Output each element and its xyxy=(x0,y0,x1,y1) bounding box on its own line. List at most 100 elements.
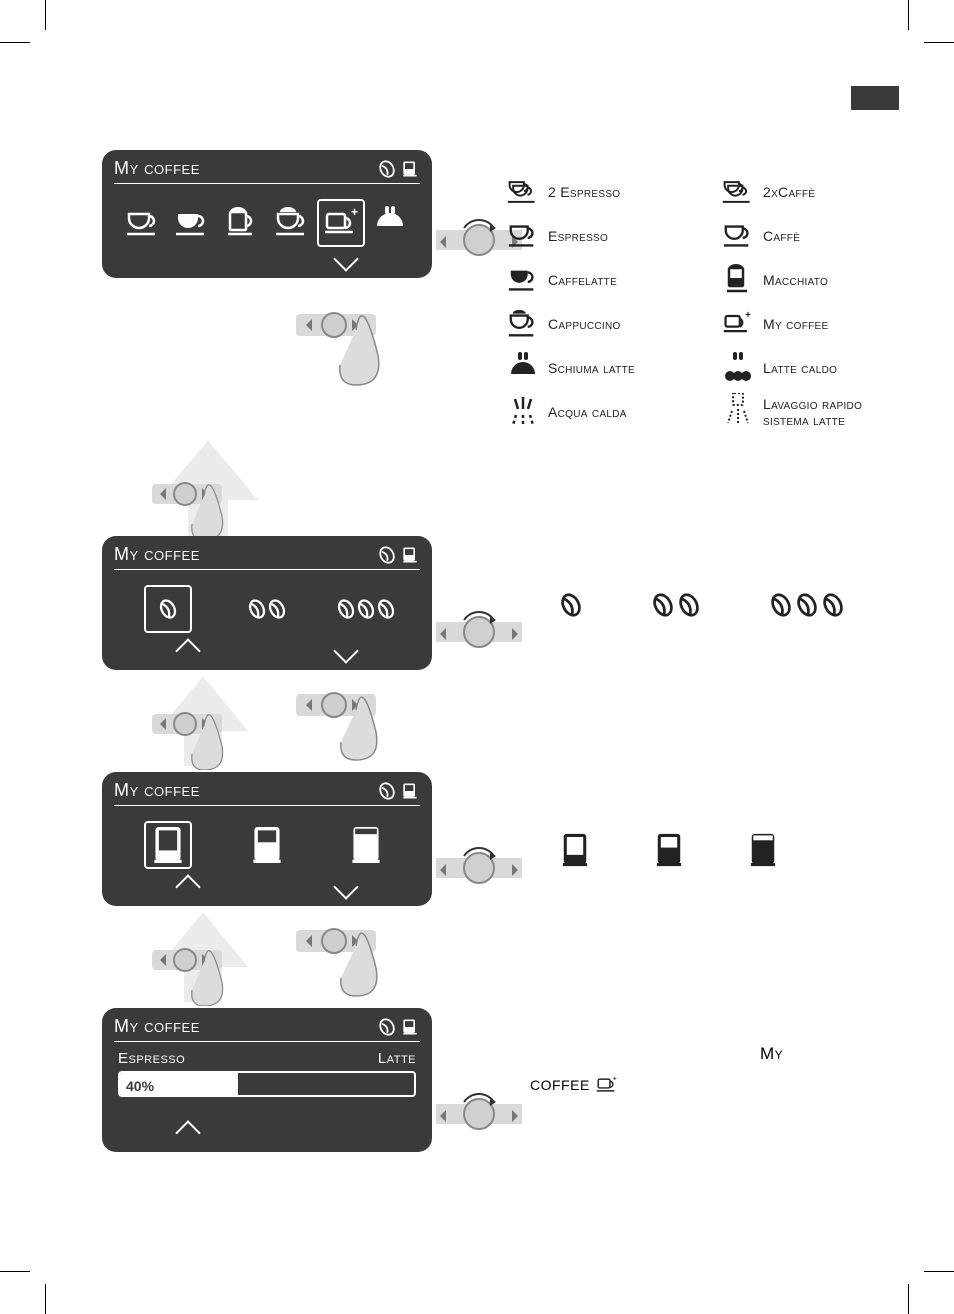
foam-steam-icon xyxy=(506,351,540,385)
bean-group xyxy=(652,592,700,618)
hot-water-icon xyxy=(506,395,540,429)
legend-row: 2xCaffè xyxy=(721,170,906,214)
title-text: My coffee xyxy=(114,780,200,801)
legend-row: Acqua calda xyxy=(506,390,691,434)
svg-text:+: + xyxy=(613,1076,617,1083)
press-knob-icon xyxy=(296,690,396,771)
strength-legend xyxy=(560,592,844,618)
cup-mid-icon xyxy=(654,833,684,867)
legend-label: 2 Espresso xyxy=(548,184,620,200)
knob-turn-icon xyxy=(436,610,516,650)
title-text: My coffee xyxy=(114,544,200,565)
title-text: My coffee xyxy=(114,158,200,179)
mycoffee-small-icon: + xyxy=(596,1076,618,1094)
opt-mycoffee[interactable]: + xyxy=(317,199,365,247)
chevron-up-icon[interactable] xyxy=(175,638,200,663)
legend-label: Latte caldo xyxy=(763,360,837,376)
coffee-text: coffee + xyxy=(530,1076,618,1094)
bean-icon xyxy=(378,160,396,178)
panel-fill: My coffee xyxy=(102,772,432,906)
bean-icon xyxy=(378,546,396,564)
panel-strength: My coffee xyxy=(102,536,432,670)
legend-label: Lavaggio rapido sistema latte xyxy=(763,396,906,428)
legend-row: 2 Espresso xyxy=(506,170,691,214)
fill-low[interactable] xyxy=(144,821,192,869)
cup-high-icon xyxy=(748,833,778,867)
svg-text:+: + xyxy=(351,208,358,219)
legend-label: Cappuccino xyxy=(548,316,621,332)
legend-row: Espresso xyxy=(506,214,691,258)
drink-legend: 2 Espresso Espresso Caffelatte Cappuccino Sc… xyxy=(506,170,906,434)
opt-foam[interactable] xyxy=(367,199,415,247)
chevron-up-icon[interactable] xyxy=(175,1120,200,1145)
cup-header-icon xyxy=(400,781,420,801)
legend-label: Macchiato xyxy=(763,272,828,288)
rinse-icon xyxy=(721,395,755,429)
fill-high[interactable] xyxy=(342,821,390,869)
legend-row: Lavaggio rapido sistema latte xyxy=(721,390,906,434)
chevron-down-icon[interactable] xyxy=(333,246,358,271)
legend-row: Caffelatte xyxy=(506,258,691,302)
strength-3[interactable] xyxy=(342,585,390,633)
press-knob-icon xyxy=(296,310,396,395)
cup-macchiato-icon xyxy=(721,263,755,297)
ratio-bar[interactable]: 40% xyxy=(114,1071,420,1103)
legend-row: Schiuma latte xyxy=(506,346,691,390)
legend-label: Espresso xyxy=(548,228,608,244)
hot-milk-icon xyxy=(721,351,755,385)
chevron-down-icon[interactable] xyxy=(333,874,358,899)
press-knob-small-icon xyxy=(152,946,242,1011)
legend-row: Latte caldo xyxy=(721,346,906,390)
knob-turn-icon xyxy=(436,218,516,258)
panel-ratio: My coffee Espresso Latte 40% xyxy=(102,1008,432,1152)
strength-options xyxy=(114,570,420,634)
bean-group xyxy=(770,592,844,618)
panel-drink-select: My coffee + xyxy=(102,150,432,278)
opt-cappuccino[interactable] xyxy=(268,199,316,247)
cup-plus-icon: + xyxy=(721,307,755,341)
chevron-up-icon[interactable] xyxy=(175,874,200,899)
opt-macchiato[interactable] xyxy=(218,199,266,247)
legend-row: Cappuccino xyxy=(506,302,691,346)
opt-caffelatte[interactable] xyxy=(168,199,216,247)
legend-label: Caffelatte xyxy=(548,272,617,288)
panel-title: My coffee xyxy=(114,158,420,184)
cup-low-icon xyxy=(560,833,590,867)
my-text: My xyxy=(760,1044,783,1064)
cup-header-icon xyxy=(400,159,420,179)
legend-row: Macchiato xyxy=(721,258,906,302)
panel-title: My coffee xyxy=(114,544,420,570)
strength-2[interactable] xyxy=(243,585,291,633)
cup-header-icon xyxy=(400,1017,420,1037)
legend-label: Schiuma latte xyxy=(548,360,635,376)
press-knob-icon xyxy=(296,926,396,1007)
legend-row: Caffè xyxy=(721,214,906,258)
svg-text:+: + xyxy=(745,310,751,321)
drink-options: + xyxy=(114,184,420,248)
legend-label: 2xCaffè xyxy=(763,184,815,200)
cup-icon xyxy=(506,219,540,253)
ratio-left-label: Espresso xyxy=(118,1050,185,1067)
cup-latte-icon xyxy=(506,263,540,297)
title-text: My coffee xyxy=(114,1016,200,1037)
press-knob-small-icon xyxy=(152,710,242,775)
cup-double-icon xyxy=(506,175,540,209)
page-tab xyxy=(851,86,899,110)
bean-icon xyxy=(378,1018,396,1036)
fill-mid[interactable] xyxy=(243,821,291,869)
cup-foam-icon xyxy=(506,307,540,341)
knob-turn-icon xyxy=(436,846,516,886)
bean-icon xyxy=(378,782,396,800)
opt-espresso[interactable] xyxy=(119,199,167,247)
cup-double-icon xyxy=(721,175,755,209)
chevron-down-icon[interactable] xyxy=(333,638,358,663)
ratio-percent: 40% xyxy=(120,1073,414,1097)
knob-turn-icon xyxy=(436,1092,516,1132)
fill-legend xyxy=(560,833,778,867)
panel-title: My coffee xyxy=(114,1016,420,1042)
legend-label: Acqua calda xyxy=(548,404,627,420)
panel-title: My coffee xyxy=(114,780,420,806)
cup-icon xyxy=(721,219,755,253)
strength-1[interactable] xyxy=(144,585,192,633)
legend-label: Caffè xyxy=(763,228,800,244)
